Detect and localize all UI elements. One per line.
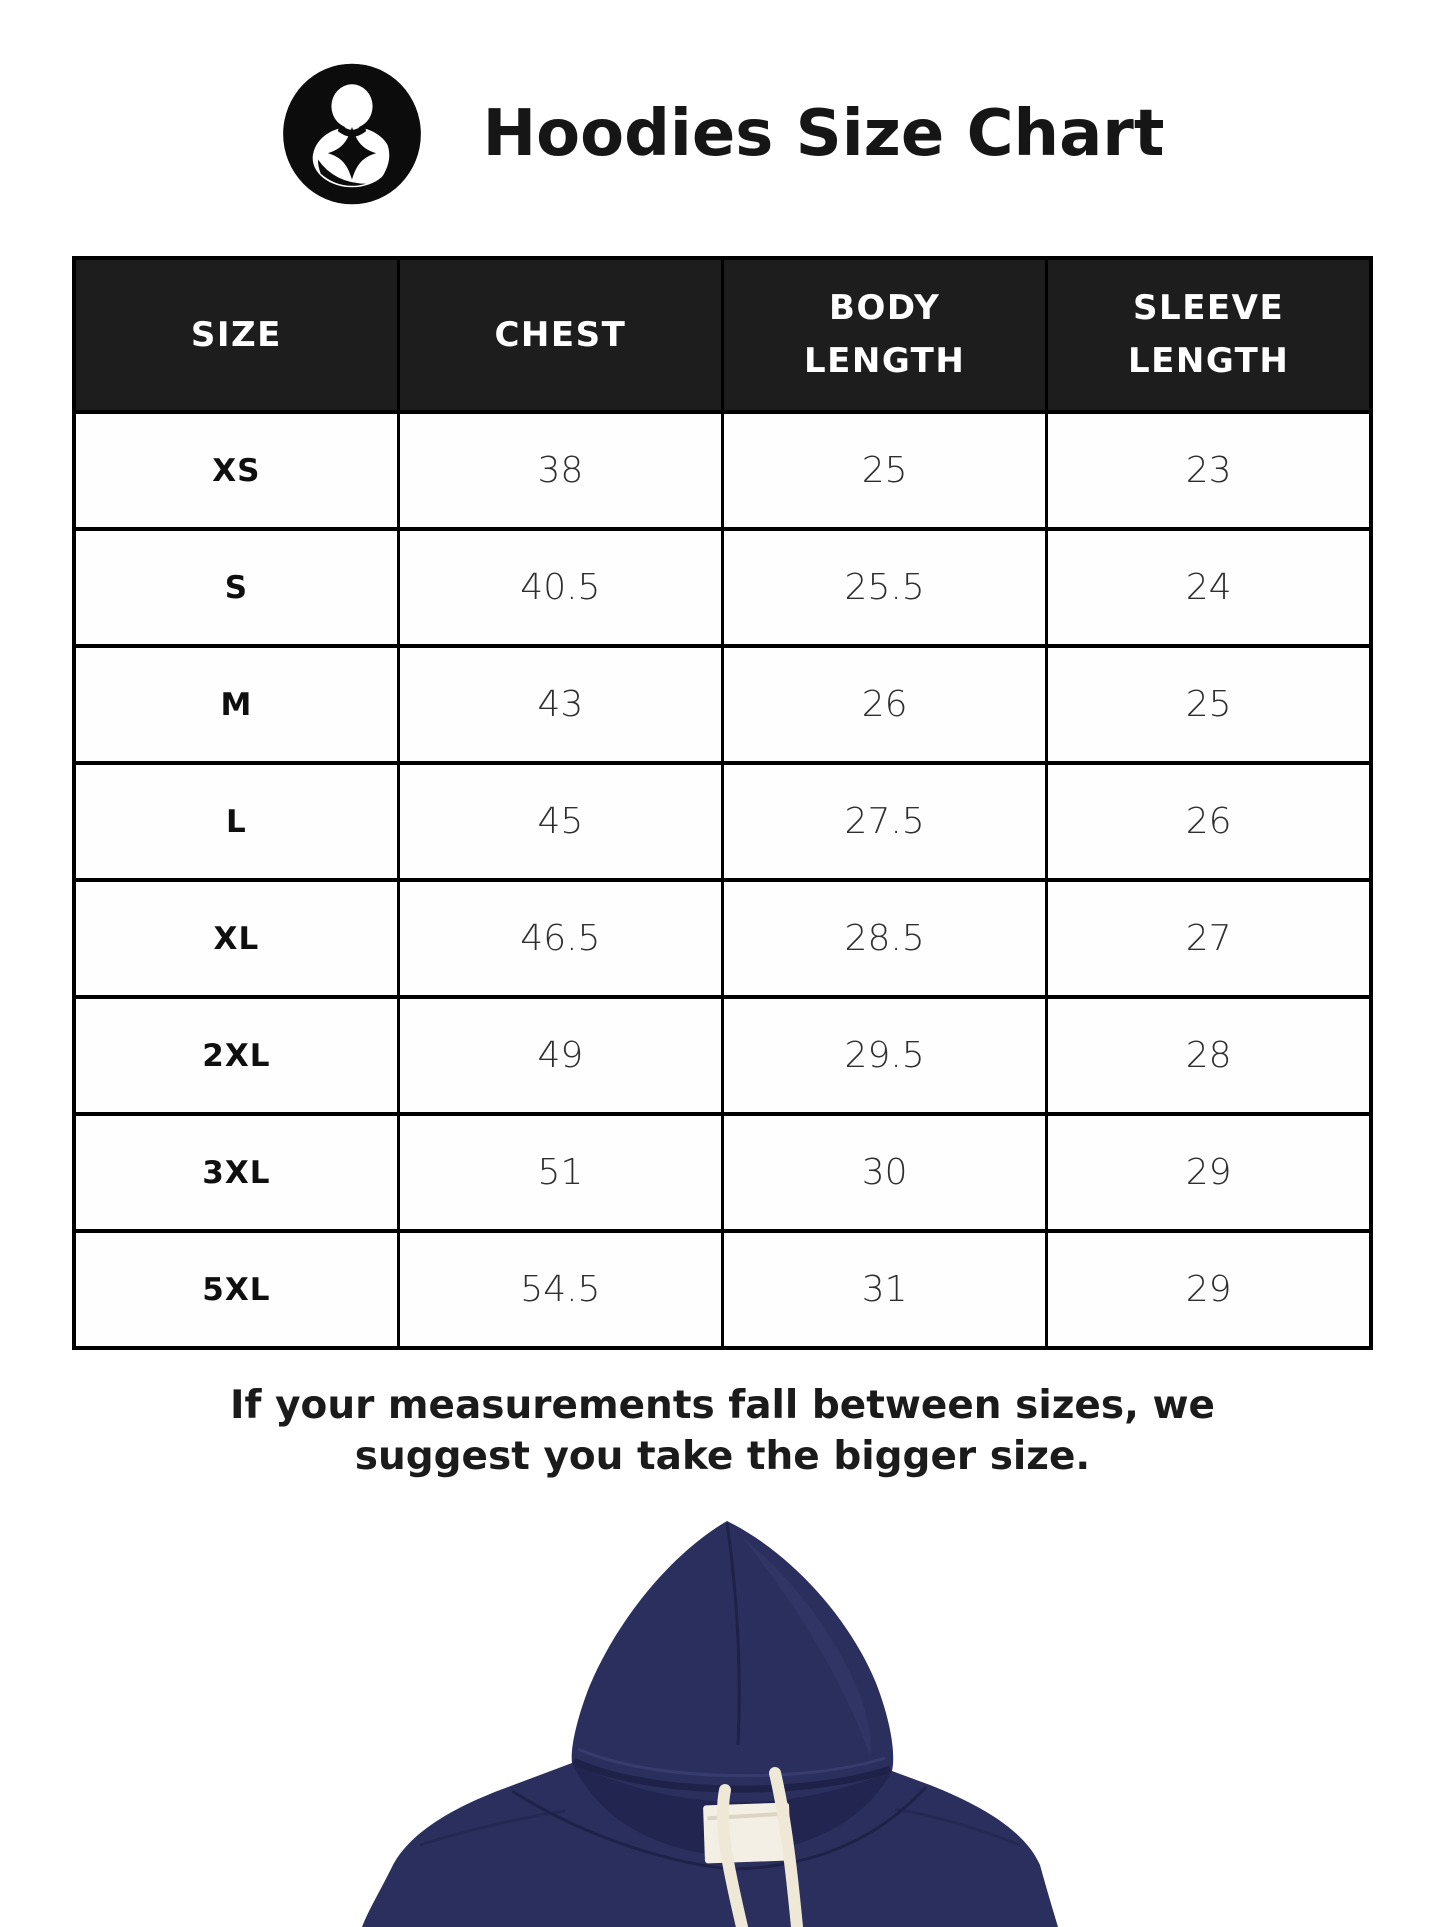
measurement-value: 27.5 bbox=[720, 761, 1049, 882]
size-note-line1: If your measurements fall between sizes,… bbox=[230, 1383, 1215, 1428]
measurement-value: 46.5 bbox=[396, 878, 725, 999]
column-header: SIZE bbox=[72, 256, 400, 414]
measurement-value: 30 bbox=[720, 1112, 1049, 1233]
table-row: 5XL 54.5 31 29 bbox=[72, 1229, 1373, 1350]
measurement-value: 51 bbox=[396, 1112, 725, 1233]
measurement-value: 27 bbox=[1045, 878, 1373, 999]
column-header: CHEST bbox=[396, 256, 725, 414]
table-header: SIZE CHEST BODY LENGTH SLEEVE LENGTH bbox=[72, 256, 1373, 414]
measurement-value: 24 bbox=[1045, 527, 1373, 648]
measurement-value: 40.5 bbox=[396, 527, 725, 648]
measurement-value: 26 bbox=[720, 644, 1049, 765]
measurement-value: 28 bbox=[1045, 995, 1373, 1116]
column-header: SLEEVE LENGTH bbox=[1045, 256, 1373, 414]
measurement-value: 25 bbox=[720, 410, 1049, 531]
measurement-value: 28.5 bbox=[720, 878, 1049, 999]
size-label: 2XL bbox=[72, 995, 400, 1116]
brand-logo-icon bbox=[282, 63, 421, 205]
measurement-value: 26 bbox=[1045, 761, 1373, 882]
size-note: If your measurements fall between sizes,… bbox=[0, 1381, 1445, 1482]
measurement-value: 49 bbox=[396, 995, 725, 1116]
header: Hoodies Size Chart bbox=[0, 58, 1445, 210]
measurement-value: 43 bbox=[396, 644, 725, 765]
navy-hoodie-illustration bbox=[362, 1521, 1058, 1927]
table-row: M 43 26 25 bbox=[72, 644, 1373, 765]
column-header: BODY LENGTH bbox=[720, 256, 1049, 414]
measurement-value: 29.5 bbox=[720, 995, 1049, 1116]
table-row: 2XL 49 29.5 28 bbox=[72, 995, 1373, 1116]
size-label: XS bbox=[72, 410, 400, 531]
hoodie-photo bbox=[0, 1515, 1445, 1927]
page-title: Hoodies Size Chart bbox=[482, 97, 1165, 171]
measurement-value: 29 bbox=[1045, 1112, 1373, 1233]
table-row: 3XL 51 30 29 bbox=[72, 1112, 1373, 1233]
table-header-row: SIZE CHEST BODY LENGTH SLEEVE LENGTH bbox=[72, 256, 1373, 414]
size-label: XL bbox=[72, 878, 400, 999]
size-label: L bbox=[72, 761, 400, 882]
measurement-value: 29 bbox=[1045, 1229, 1373, 1350]
table-row: XL 46.5 28.5 27 bbox=[72, 878, 1373, 999]
measurement-value: 31 bbox=[720, 1229, 1049, 1350]
table-row: XS 38 25 23 bbox=[72, 410, 1373, 531]
size-label: 5XL bbox=[72, 1229, 400, 1350]
size-table: SIZE CHEST BODY LENGTH SLEEVE LENGTH XS 38 25… bbox=[72, 256, 1373, 1350]
table-row: S 40.5 25.5 24 bbox=[72, 527, 1373, 648]
measurement-value: 25.5 bbox=[720, 527, 1049, 648]
measurement-value: 23 bbox=[1045, 410, 1373, 531]
size-note-line2: suggest you take the bigger size. bbox=[354, 1433, 1091, 1479]
table-body: XS 38 25 23 S 40.5 25.5 24 M 43 26 25 L 45 27.5 26 XL 46.… bbox=[72, 410, 1373, 1350]
measurement-value: 25 bbox=[1045, 644, 1373, 765]
table-row: L 45 27.5 26 bbox=[72, 761, 1373, 882]
measurement-value: 54.5 bbox=[396, 1229, 725, 1350]
size-label: 3XL bbox=[72, 1112, 400, 1233]
measurement-value: 38 bbox=[396, 410, 725, 531]
measurement-value: 45 bbox=[396, 761, 725, 882]
size-label: S bbox=[72, 527, 400, 648]
size-label: M bbox=[72, 644, 400, 765]
